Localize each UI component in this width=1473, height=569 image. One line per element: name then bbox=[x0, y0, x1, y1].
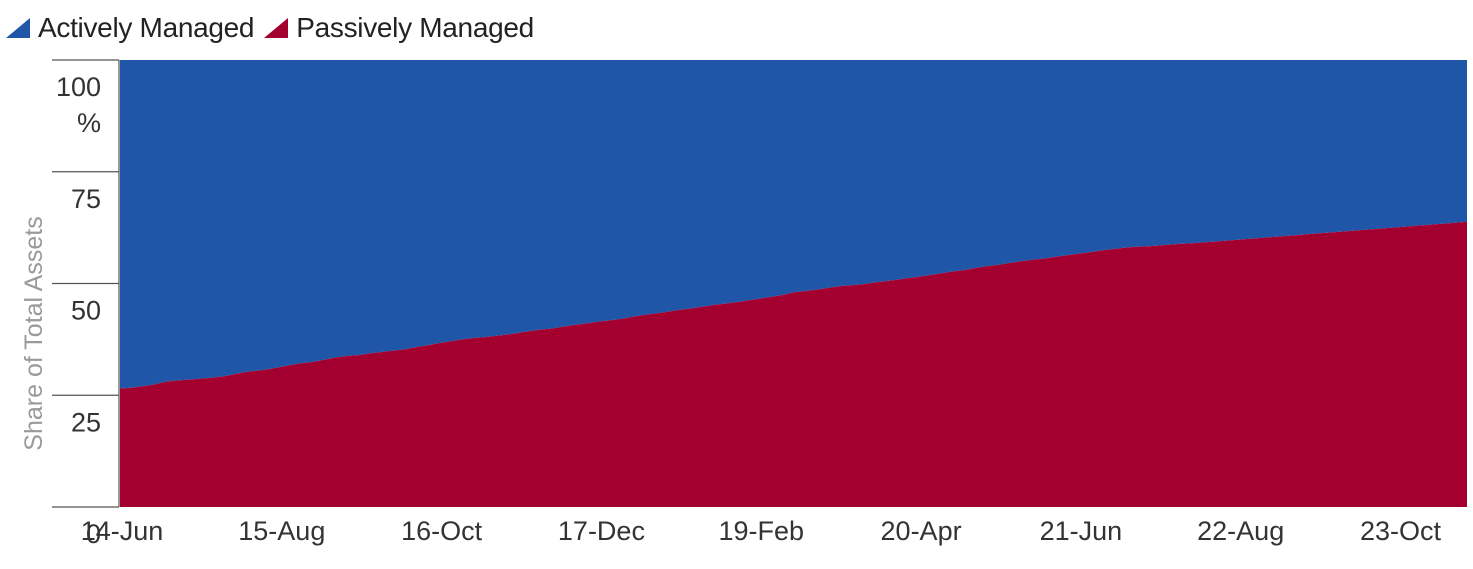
y-tick-label: 50 bbox=[71, 296, 101, 326]
x-tick-label: 16-Oct bbox=[401, 516, 483, 546]
actively-managed-swatch-icon bbox=[6, 18, 30, 38]
y-tick-label: 75 bbox=[71, 184, 101, 214]
legend-item-passively-managed: Passively Managed bbox=[264, 12, 534, 44]
y-tick-unit: % bbox=[77, 108, 101, 138]
legend-label-passively-managed: Passively Managed bbox=[296, 12, 534, 43]
legend-item-actively-managed: Actively Managed bbox=[6, 12, 255, 44]
x-tick-label: 21-Jun bbox=[1040, 516, 1123, 546]
x-tick-label: 17-Dec bbox=[558, 516, 645, 546]
legend: Actively Managed Passively Managed bbox=[6, 8, 534, 48]
y-axis-title: Share of Total Assets bbox=[20, 216, 48, 450]
x-tick-label: 19-Feb bbox=[718, 516, 804, 546]
x-tick-label: 15-Aug bbox=[238, 516, 325, 546]
legend-label-actively-managed: Actively Managed bbox=[38, 12, 255, 43]
y-tick-label: 0 bbox=[86, 519, 101, 549]
y-tick-label: 100 bbox=[56, 72, 101, 102]
passively-managed-swatch-icon bbox=[264, 18, 289, 38]
actively-managed-area bbox=[120, 60, 1467, 389]
passively-managed-area bbox=[120, 221, 1467, 508]
y-tick-label: 25 bbox=[71, 407, 101, 437]
x-tick-label: 22-Aug bbox=[1197, 516, 1284, 546]
x-tick-label: 14-Jun bbox=[81, 516, 164, 546]
x-tick-label: 23-Oct bbox=[1360, 516, 1442, 546]
x-tick-label: 20-Apr bbox=[881, 516, 962, 546]
